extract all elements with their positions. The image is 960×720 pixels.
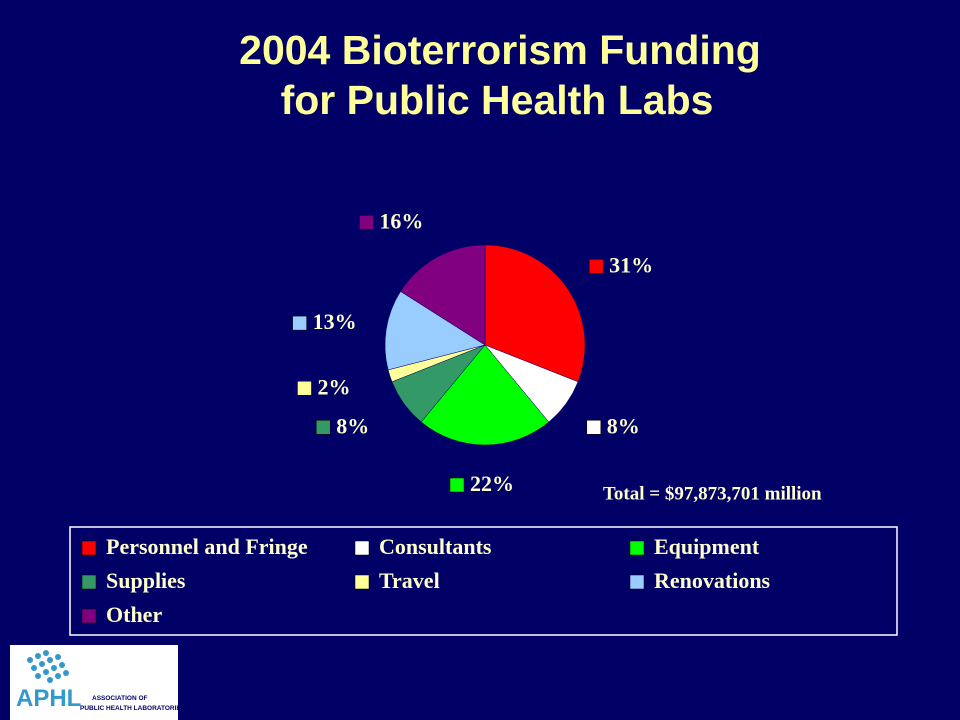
legend-swatch [629,540,645,556]
legend-label: Personnel and Fringe [106,534,308,559]
logo-caption: PUBLIC HEALTH LABORATORIES [80,705,186,712]
legend-label: Travel [379,568,440,593]
label-swatch [292,315,307,331]
chart-title: 2004 Bioterrorism Funding [239,27,761,73]
pie-slice [400,244,486,346]
legend-swatch [81,540,97,556]
pie-slice [384,291,486,371]
legend-swatch [354,574,370,590]
legend-swatch [629,574,645,590]
legend-label: Supplies [106,568,186,593]
data-label: 2% [317,374,350,399]
logo-caption: ASSOCIATION OF [92,695,148,702]
logo-text: APHL [16,685,81,712]
chart-subtitle: for Public Health Labs [281,77,714,123]
legend-label: Renovations [654,568,771,593]
label-swatch [315,420,331,435]
legend-swatch [81,574,97,590]
logo: APHL ASSOCIATION OF PUBLIC HEALTH LABORA… [10,645,186,720]
data-label: 13% [313,309,357,334]
pie-slice [420,344,550,446]
annotation: Total = $97,873,701 million [603,483,822,504]
label-swatch [586,420,602,435]
legend-label: Equipment [654,534,760,559]
label-swatch [588,259,604,274]
legend-box [69,526,898,636]
data-label: 16% [379,208,423,233]
data-label: 31% [609,252,653,277]
data-label: 22% [470,471,514,496]
logo-icon [27,650,69,683]
pie-slice [484,244,586,383]
label-swatch [449,477,465,493]
data-label: 8% [607,413,640,438]
legend-swatch [354,540,370,556]
legend-label: Other [106,602,162,627]
label-swatch [359,215,374,230]
legend-swatch [81,608,97,624]
label-swatch [297,381,312,396]
legend-label: Consultants [379,534,492,559]
data-label: 8% [336,413,369,438]
